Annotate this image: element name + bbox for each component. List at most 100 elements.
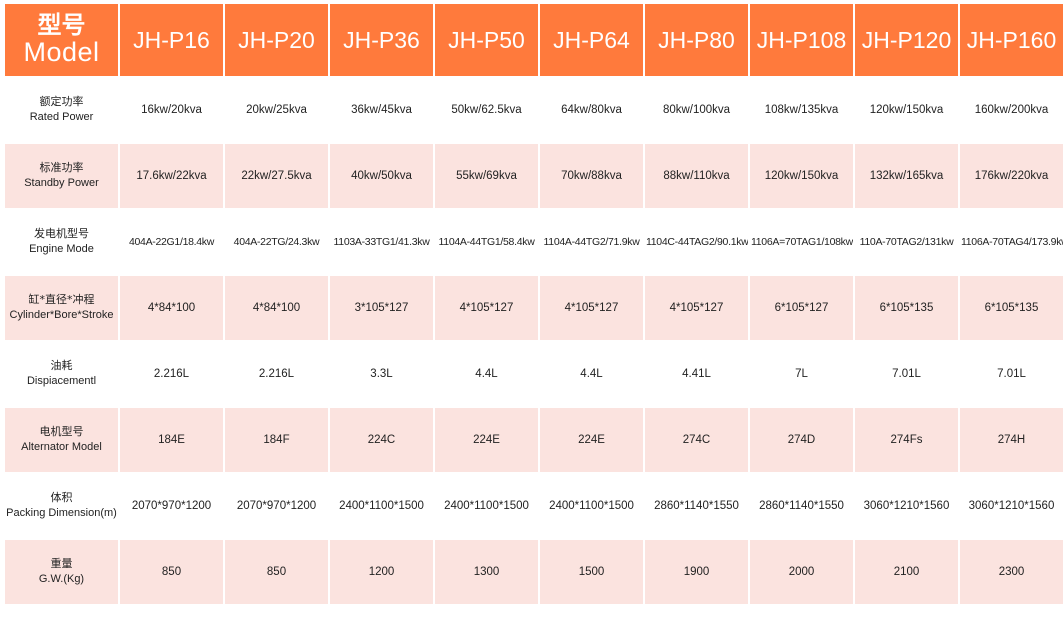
- table-cell: 1900: [645, 540, 748, 604]
- table-row-alternator-model: 电机型号 Alternator Model 184E 184F 224C 224…: [5, 408, 1063, 472]
- table-cell: 3*105*127: [330, 276, 433, 340]
- table-row-standby-power: 标准功率 Standby Power 17.6kw/22kva 22kw/27.…: [5, 144, 1063, 208]
- table-row-cylinder-bore-stroke: 缸*直径*冲程 Cylinder*Bore*Stroke 4*84*100 4*…: [5, 276, 1063, 340]
- table-cell: 108kw/135kva: [750, 78, 853, 142]
- model-name: JH-P160: [960, 4, 1063, 76]
- table-cell: 17.6kw/22kva: [120, 144, 223, 208]
- table-cell: 120kw/150kva: [750, 144, 853, 208]
- row-label: 重量 G.W.(Kg): [5, 540, 118, 604]
- table-cell: 4*84*100: [225, 276, 328, 340]
- table-cell: 110A-70TAG2/131kw: [855, 210, 958, 274]
- table-cell: 274D: [750, 408, 853, 472]
- table-cell: 22kw/27.5kva: [225, 144, 328, 208]
- row-label-zh: 电机型号: [39, 425, 84, 439]
- table-cell: 160kw/200kva: [960, 78, 1063, 142]
- table-cell: 55kw/69kva: [435, 144, 538, 208]
- row-label-zh: 额定功率: [39, 95, 84, 109]
- row-label: 缸*直径*冲程 Cylinder*Bore*Stroke: [5, 276, 118, 340]
- table-cell: 404A-22TG/24.3kw: [225, 210, 328, 274]
- model-name: JH-P20: [225, 4, 328, 76]
- table-cell: 4.4L: [435, 342, 538, 406]
- row-label: 发电机型号 Engine Mode: [5, 210, 118, 274]
- table-cell: 70kw/88kva: [540, 144, 643, 208]
- table-cell: 40kw/50kva: [330, 144, 433, 208]
- model-label-zh: 型号: [37, 11, 86, 40]
- table-cell: 2070*970*1200: [120, 474, 223, 538]
- table-cell: 80kw/100kva: [645, 78, 748, 142]
- table-cell: 88kw/110kva: [645, 144, 748, 208]
- row-label-zh: 标准功率: [39, 161, 84, 175]
- table-cell: 184E: [120, 408, 223, 472]
- table-row-displacement: 油耗 Dispiacementl 2.216L 2.216L 3.3L 4.4L…: [5, 342, 1063, 406]
- table-cell: 850: [225, 540, 328, 604]
- row-label-zh: 油耗: [50, 359, 73, 373]
- table-cell: 6*105*135: [855, 276, 958, 340]
- table-cell: 3060*1210*1560: [960, 474, 1063, 538]
- model-name: JH-P50: [435, 4, 538, 76]
- table-cell: 50kw/62.5kva: [435, 78, 538, 142]
- table-row-gross-weight: 重量 G.W.(Kg) 850 850 1200 1300 1500 1900 …: [5, 540, 1063, 604]
- table-cell: 274C: [645, 408, 748, 472]
- table-cell: 4.41L: [645, 342, 748, 406]
- table-cell: 2400*1100*1500: [330, 474, 433, 538]
- row-label-en: Dispiacementl: [26, 375, 97, 387]
- table-cell: 2.216L: [225, 342, 328, 406]
- table-cell: 4*105*127: [540, 276, 643, 340]
- row-label-en: G.W.(Kg): [38, 573, 85, 585]
- table-cell: 224E: [435, 408, 538, 472]
- row-label-zh: 缸*直径*冲程: [28, 293, 95, 307]
- table-cell: 2100: [855, 540, 958, 604]
- table-cell: 1103A-33TG1/41.3kw: [330, 210, 433, 274]
- table-row-packing-dimension: 体积 Packing Dimension(m) 2070*970*1200 20…: [5, 474, 1063, 538]
- model-header-cell: 型号 Model: [5, 4, 118, 76]
- table-cell: 4*84*100: [120, 276, 223, 340]
- table-row-rated-power: 额定功率 Rated Power 16kw/20kva 20kw/25kva 3…: [5, 78, 1063, 142]
- table-cell: 4.4L: [540, 342, 643, 406]
- table-cell: 2860*1140*1550: [750, 474, 853, 538]
- row-label: 额定功率 Rated Power: [5, 78, 118, 142]
- table-cell: 2400*1100*1500: [540, 474, 643, 538]
- table-cell: 1104A-44TG2/71.9kw: [540, 210, 643, 274]
- row-label-zh: 发电机型号: [34, 227, 89, 241]
- table-cell: 2070*970*1200: [225, 474, 328, 538]
- table-cell: 1200: [330, 540, 433, 604]
- table-cell: 1106A=70TAG1/108kw: [750, 210, 853, 274]
- row-label-en: Alternator Model: [21, 441, 102, 453]
- table-cell: 20kw/25kva: [225, 78, 328, 142]
- table-cell: 1500: [540, 540, 643, 604]
- table-cell: 132kw/165kva: [855, 144, 958, 208]
- table-cell: 274H: [960, 408, 1063, 472]
- model-name: JH-P108: [750, 4, 853, 76]
- table-cell: 6*105*135: [960, 276, 1063, 340]
- table-cell: 2.216L: [120, 342, 223, 406]
- row-label-zh: 重量: [50, 557, 73, 571]
- table-cell: 1300: [435, 540, 538, 604]
- model-name: JH-P36: [330, 4, 433, 76]
- table-cell: 4*105*127: [645, 276, 748, 340]
- header-row: 型号 Model JH-P16 JH-P20 JH-P36 JH-P50 JH-…: [5, 4, 1063, 76]
- model-name: JH-P64: [540, 4, 643, 76]
- table-cell: 224E: [540, 408, 643, 472]
- table-cell: 7.01L: [855, 342, 958, 406]
- table-cell: 36kw/45kva: [330, 78, 433, 142]
- row-label-en: Engine Mode: [29, 243, 94, 255]
- row-label: 电机型号 Alternator Model: [5, 408, 118, 472]
- table-cell: 1104A-44TG1/58.4kw: [435, 210, 538, 274]
- table-cell: 2400*1100*1500: [435, 474, 538, 538]
- table-cell: 2300: [960, 540, 1063, 604]
- table-cell: 3.3L: [330, 342, 433, 406]
- row-label-en: Standby Power: [24, 177, 99, 189]
- table-cell: 404A-22G1/18.4kw: [120, 210, 223, 274]
- table-cell: 16kw/20kva: [120, 78, 223, 142]
- table-cell: 1104C-44TAG2/90.1kw: [645, 210, 748, 274]
- row-label-en: Cylinder*Bore*Stroke: [9, 309, 114, 321]
- row-label: 体积 Packing Dimension(m): [5, 474, 118, 538]
- row-label-en: Packing Dimension(m): [6, 507, 117, 519]
- table-row-engine-mode: 发电机型号 Engine Mode 404A-22G1/18.4kw 404A-…: [5, 210, 1063, 274]
- table-cell: 176kw/220kva: [960, 144, 1063, 208]
- model-name: JH-P16: [120, 4, 223, 76]
- row-label-en: Rated Power: [29, 111, 94, 123]
- table-cell: 120kw/150kva: [855, 78, 958, 142]
- model-name: JH-P120: [855, 4, 958, 76]
